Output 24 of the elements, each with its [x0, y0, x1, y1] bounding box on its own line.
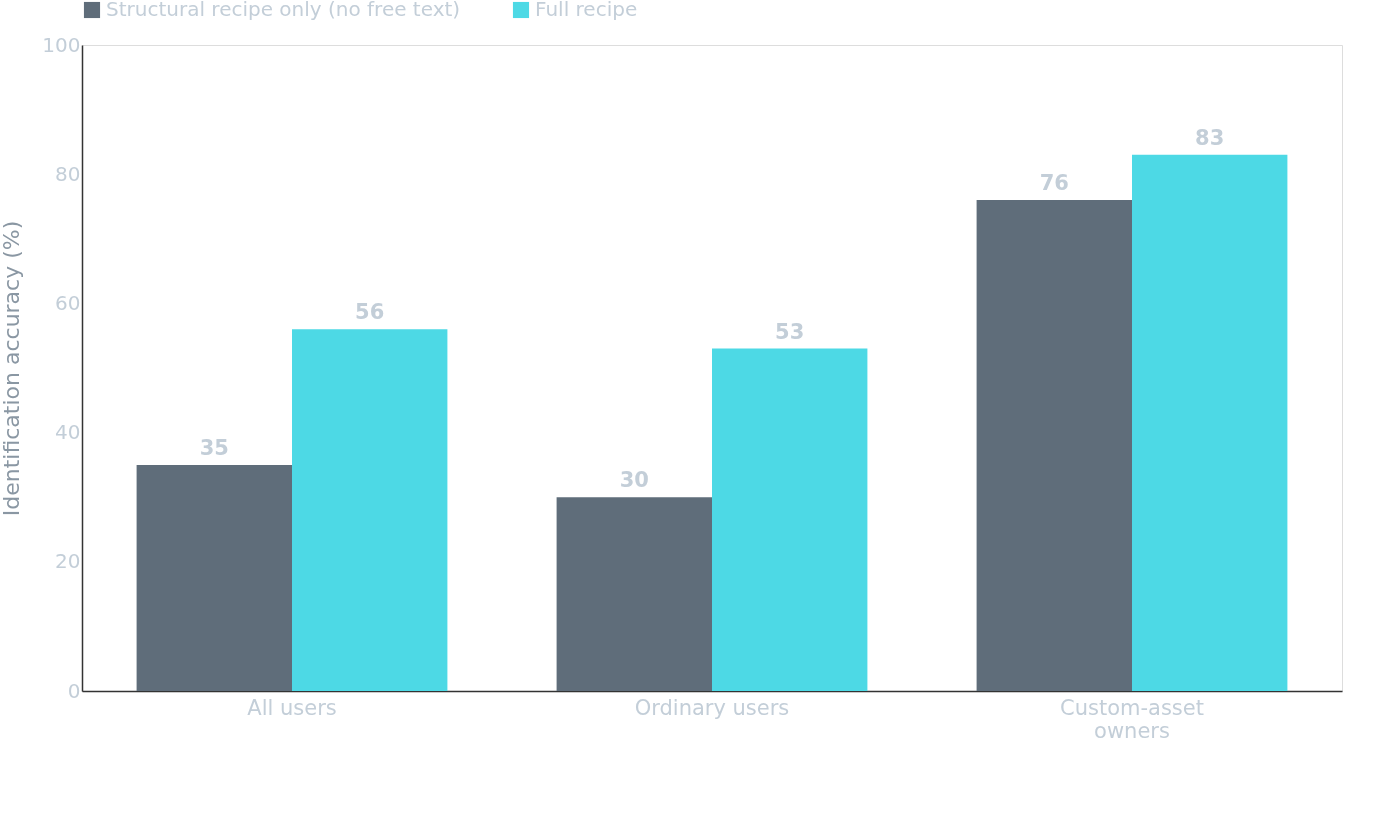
bar [712, 348, 868, 691]
data-label: 53 [775, 319, 805, 344]
y-tick-label: 80 [55, 161, 81, 186]
y-tick-label: 20 [55, 549, 81, 574]
bar [292, 329, 448, 691]
bar [1132, 154, 1288, 691]
y-axis-title: Identification accuracy (%) [0, 220, 25, 517]
x-tick-label: All users [247, 695, 337, 720]
bar [976, 200, 1132, 691]
data-label: 30 [619, 468, 649, 493]
x-tick-label: Ordinary users [634, 695, 790, 720]
legend-label: Structural recipe only (no free text) [106, 0, 461, 21]
bar [556, 497, 712, 691]
y-tick-label: 60 [55, 290, 81, 315]
data-label: 56 [355, 300, 385, 325]
data-label: 83 [1195, 125, 1225, 150]
y-tick-label: 0 [67, 678, 81, 703]
y-tick-label: 40 [55, 420, 81, 445]
x-tick-label: Custom-asset owners [1060, 695, 1204, 743]
bar [136, 464, 292, 691]
y-tick-label: 100 [42, 32, 81, 57]
data-label: 35 [199, 435, 229, 460]
legend-label: Full recipe [535, 0, 638, 21]
data-label: 76 [1039, 171, 1069, 196]
